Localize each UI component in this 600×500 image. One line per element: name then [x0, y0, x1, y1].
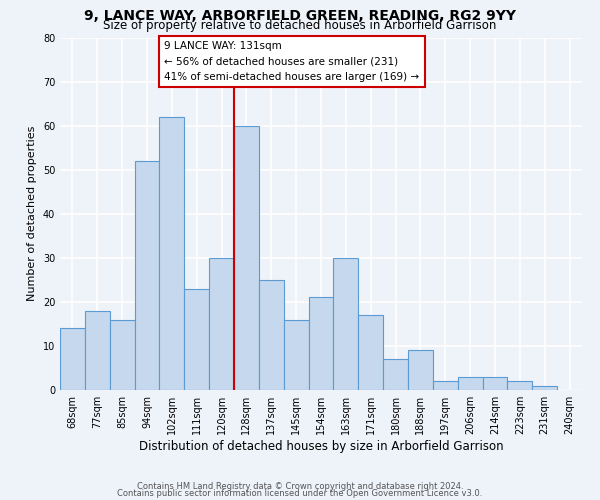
Bar [234, 126, 259, 390]
Bar [85, 310, 110, 390]
Text: Contains public sector information licensed under the Open Government Licence v3: Contains public sector information licen… [118, 488, 482, 498]
Bar [259, 280, 284, 390]
Bar [284, 320, 308, 390]
Text: 9, LANCE WAY, ARBORFIELD GREEN, READING, RG2 9YY: 9, LANCE WAY, ARBORFIELD GREEN, READING,… [84, 9, 516, 23]
Bar [408, 350, 433, 390]
Bar [334, 258, 358, 390]
Bar [482, 377, 508, 390]
Bar [383, 359, 408, 390]
Bar [433, 381, 458, 390]
Bar [184, 288, 209, 390]
Bar [110, 320, 134, 390]
Y-axis label: Number of detached properties: Number of detached properties [27, 126, 37, 302]
X-axis label: Distribution of detached houses by size in Arborfield Garrison: Distribution of detached houses by size … [139, 440, 503, 453]
Text: 9 LANCE WAY: 131sqm
← 56% of detached houses are smaller (231)
41% of semi-detac: 9 LANCE WAY: 131sqm ← 56% of detached ho… [164, 41, 419, 82]
Bar [508, 381, 532, 390]
Bar [134, 161, 160, 390]
Bar [308, 298, 334, 390]
Bar [209, 258, 234, 390]
Bar [458, 377, 482, 390]
Bar [160, 117, 184, 390]
Bar [358, 315, 383, 390]
Bar [60, 328, 85, 390]
Text: Contains HM Land Registry data © Crown copyright and database right 2024.: Contains HM Land Registry data © Crown c… [137, 482, 463, 491]
Bar [532, 386, 557, 390]
Text: Size of property relative to detached houses in Arborfield Garrison: Size of property relative to detached ho… [103, 19, 497, 32]
